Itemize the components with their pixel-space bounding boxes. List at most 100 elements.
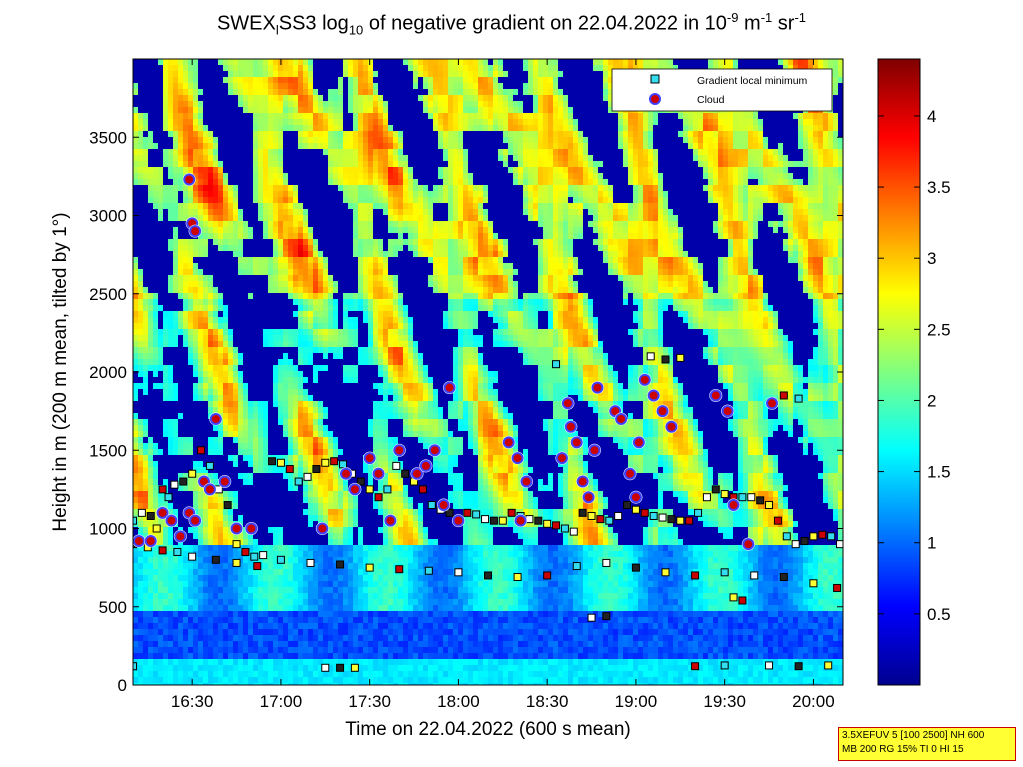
cloud-marker [372,467,385,480]
minimum-marker [170,480,179,489]
chart-title: SWEXlSS3 log10 of negative gradient on 2… [216,10,807,38]
minimum-marker [552,360,561,369]
minimum-marker [791,540,800,549]
minimum-marker [596,515,605,524]
minimum-marker [623,501,632,510]
minimum-marker [395,565,404,574]
minimum-marker [534,516,543,525]
colorbar [877,58,921,686]
y-axis-label: Height in m (200 m mean, tilted by 1°) [50,212,71,531]
cloud-marker [520,475,533,488]
minimum-marker [339,460,348,469]
info-line-1: 3.5XEFUV 5 [100 2500] NH 600 [842,730,985,741]
cloud-marker [393,444,406,457]
minimum-marker [321,663,330,672]
minimum-marker [179,477,188,486]
minimum-marker [259,551,268,560]
x-tick-label: 17:00 [260,692,303,711]
minimum-marker [133,516,137,525]
cloud-marker [316,522,329,535]
cloud-marker [203,483,216,496]
minimum-marker [498,516,507,525]
x-axis: 16:30 17:00 17:30 18:00 18:30 19:00 19:30 20:00 [171,59,835,711]
minimum-marker [543,571,552,580]
minimum-marker [374,493,383,502]
cloud-marker [570,436,583,449]
minimum-marker [809,579,818,588]
minimum-marker [738,596,747,605]
cloud-marker [615,412,628,425]
cloud-marker [511,452,524,465]
minimum-marker [702,493,711,502]
cloud-marker [144,535,157,548]
gradient-minima-markers [133,352,843,672]
minimum-marker [250,552,259,561]
minimum-marker [720,490,729,499]
minimum-marker [197,446,206,455]
minimum-marker [676,353,685,362]
minimum-marker [146,511,155,520]
minimum-marker [578,508,587,517]
minimum-marker [552,521,561,530]
minimum-marker [614,511,623,520]
x-tick-label: 18:00 [437,692,480,711]
info-box: 3.5XEFUV 5 [100 2500] NH 600 MB 200 RG 1… [838,727,1016,761]
minimum-marker [336,560,345,569]
legend-minimum-swatch [650,74,660,84]
minimum-marker [765,661,774,670]
minimum-marker [350,663,359,672]
cloud-marker [183,173,196,186]
minimum-marker [268,457,277,466]
cloud-marker [428,444,441,457]
y-tick-label: 500 [99,598,127,617]
minimum-marker [836,540,843,549]
minimum-marker [824,661,833,670]
minimum-marker [602,558,611,567]
minimum-marker [720,661,729,670]
minimum-marker [133,662,137,671]
cloud-marker [156,506,169,519]
minimum-marker [294,477,303,486]
minimum-marker [484,571,492,580]
cloud-marker [245,522,258,535]
y-tick-label: 3500 [89,128,127,147]
colorbar-ticks: 0.5 1 1.5 2 2.5 3 3.5 4 [878,107,951,624]
cloud-marker [709,389,722,402]
minimum-marker [188,552,197,561]
y-tick-label: 1500 [89,441,127,460]
minimum-marker [631,563,640,572]
cloud-markers [133,173,779,551]
minimum-marker [747,493,756,502]
minimum-marker [773,516,782,525]
cloud-marker [561,397,574,410]
cloud-marker [133,535,145,548]
minimum-marker [750,571,759,580]
minimum-marker [513,573,522,582]
minimum-marker [365,563,374,572]
cloud-marker [576,475,589,488]
minimum-marker [303,472,312,481]
colorbar-tick-label: 1 [927,534,936,553]
minimum-marker [232,540,241,549]
minimum-marker [188,469,197,478]
cloud-marker [348,483,361,496]
minimum-marker [336,663,345,672]
minimum-marker [649,511,658,520]
minimum-marker [472,510,481,519]
colorbar-tick-label: 1.5 [927,463,951,482]
minimum-marker [676,516,685,525]
minimum-marker [602,612,611,621]
minimum-marker [321,458,330,467]
y-tick-label: 1000 [89,520,127,539]
minimum-marker [779,573,788,582]
minimum-marker [312,465,321,474]
cloud-marker [665,420,678,433]
legend-entry-minimum: Gradient local minimum [697,75,808,87]
minimum-marker [241,547,250,556]
cloud-marker [174,530,187,543]
minimum-marker [356,477,365,486]
y-tick-label: 2500 [89,285,127,304]
colorbar-tick-label: 3 [927,249,936,268]
colorbar-tick-label: 4 [927,107,936,126]
